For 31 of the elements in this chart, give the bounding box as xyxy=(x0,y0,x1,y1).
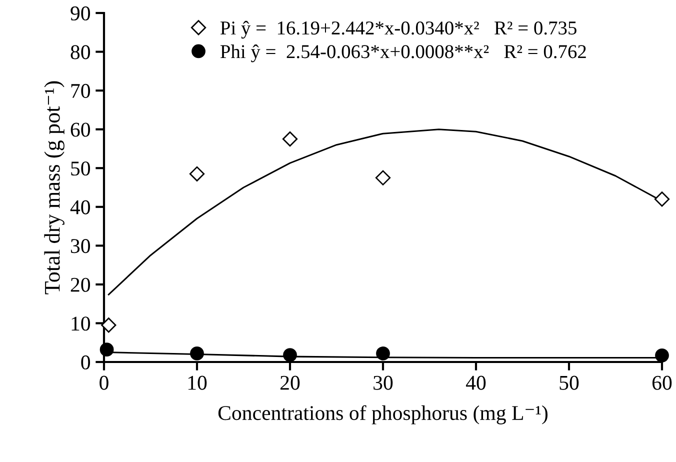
y-tick-label: 0 xyxy=(81,355,90,370)
point xyxy=(654,192,670,207)
y-tick-label: 50 xyxy=(71,161,90,176)
y-tick-label: 40 xyxy=(70,200,90,214)
x-tick-label: 0 xyxy=(100,376,108,390)
x-tick-label: 30 xyxy=(374,376,393,390)
point xyxy=(655,348,669,362)
x-tick-label: 60 xyxy=(652,376,672,390)
y-tick-label: 80 xyxy=(70,45,90,60)
point xyxy=(101,318,116,333)
legend-label: Pi ŷ = 16.19+2.442*x-0.0340*x² R² = 0.735 xyxy=(220,20,576,39)
y-tick-label: 30 xyxy=(70,239,90,254)
legend-label: Phi ŷ = 2.54-0.063*x+0.0008**x² R² = 0.762 xyxy=(220,44,586,62)
x-axis-title: Concentrations of phosphorus (mg L⁻¹) xyxy=(218,405,548,424)
point xyxy=(375,170,391,186)
y-tick-label: 10 xyxy=(72,316,90,331)
point xyxy=(376,346,390,360)
x-tick-label: 10 xyxy=(188,376,207,390)
y-tick-label: 90 xyxy=(70,6,90,20)
y-tick-label: 70 xyxy=(71,84,90,98)
x-tick-label: 40 xyxy=(466,376,486,390)
point xyxy=(283,348,297,362)
point xyxy=(190,346,204,360)
point xyxy=(282,131,298,147)
point xyxy=(189,166,205,182)
y-tick-label: 20 xyxy=(70,278,90,292)
x-tick-label: 50 xyxy=(560,376,579,390)
y-tick-label: 60 xyxy=(70,122,90,137)
point xyxy=(100,342,114,357)
y-axis-title: Total dry mass (g pot⁻¹) xyxy=(44,81,64,294)
x-tick-label: 20 xyxy=(280,376,300,390)
